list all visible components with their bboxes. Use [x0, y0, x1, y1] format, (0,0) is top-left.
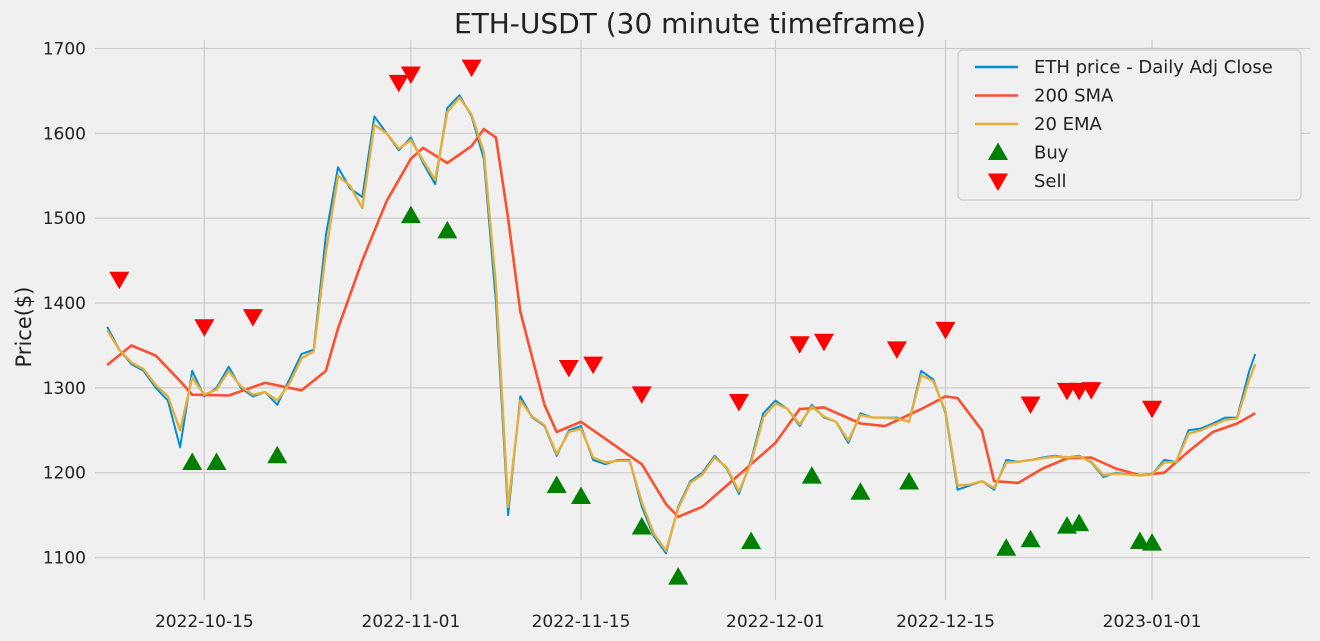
y-tick-label: 1500	[43, 209, 86, 229]
y-tick-label: 1100	[43, 549, 86, 569]
sell-marker	[109, 271, 130, 290]
buy-marker	[437, 220, 458, 239]
x-tick-label: 2022-12-15	[896, 612, 995, 632]
buy-marker	[546, 475, 567, 493]
sell-marker	[1142, 400, 1163, 419]
buy-marker	[571, 486, 591, 504]
buy-marker	[668, 567, 689, 585]
ema-20-line	[106, 96, 1257, 552]
buy-marker	[206, 452, 227, 471]
legend-sma-200-label: 200 SMA	[1034, 86, 1114, 107]
buy-marker	[1020, 529, 1041, 548]
sell-marker	[583, 356, 604, 375]
axis-ticks: 1100 1200 1300 1400 1500 1600 1700 2022-10-15 20…	[43, 39, 1202, 632]
legend-sell-swatch	[988, 173, 1008, 191]
legend-sell-label: Sell	[1034, 171, 1067, 192]
sell-marker	[558, 360, 579, 378]
x-tick-label: 2023-01-01	[1103, 612, 1202, 632]
buy-marker	[1069, 513, 1090, 532]
legend-eth-price-label: ETH price - Daily Adj Close	[1034, 57, 1273, 78]
sell-marker	[1020, 396, 1041, 414]
y-tick-label: 1300	[43, 379, 86, 399]
y-axis-label: Price($)	[12, 287, 36, 368]
sell-marker	[728, 393, 749, 412]
sell-marker	[388, 74, 409, 93]
legend-buy-label: Buy	[1034, 143, 1069, 164]
legend-ema-20-label: 20 EMA	[1034, 114, 1103, 135]
buy-marker	[741, 531, 762, 549]
chart-title: ETH-USDT (30 minute timeframe)	[454, 7, 926, 40]
sell-marker	[242, 309, 263, 327]
sell-marker	[400, 66, 421, 84]
buy-marker	[801, 466, 822, 484]
trade-markers	[109, 59, 1163, 585]
buy-marker	[267, 445, 288, 464]
sma-200-line	[106, 127, 1256, 519]
x-tick-label: 2022-12-01	[726, 612, 825, 632]
sell-marker	[194, 319, 215, 337]
buy-marker	[850, 482, 871, 500]
sell-marker	[935, 321, 956, 340]
y-tick-label: 1200	[43, 464, 86, 484]
sell-marker	[789, 336, 810, 354]
y-tick-label: 1600	[43, 124, 86, 144]
buy-marker	[182, 452, 203, 471]
x-tick-label: 2022-10-15	[155, 612, 254, 632]
buy-marker	[1129, 531, 1150, 549]
y-tick-label: 1400	[43, 294, 86, 314]
legend: ETH price - Daily Adj Close 200 SMA 20 EMA…	[957, 49, 1302, 201]
legend-box	[957, 49, 1302, 201]
sell-marker	[886, 341, 907, 359]
sell-marker	[461, 59, 482, 78]
sell-marker	[1081, 382, 1102, 400]
sell-marker	[1069, 382, 1090, 401]
x-tick-label: 2022-11-01	[362, 612, 461, 632]
sell-marker	[814, 333, 834, 352]
buy-marker	[631, 517, 652, 535]
buy-marker	[899, 472, 920, 490]
buy-marker	[996, 538, 1017, 556]
sell-marker	[631, 386, 652, 404]
legend-buy-swatch	[988, 142, 1008, 160]
y-tick-label: 1700	[43, 39, 86, 59]
buy-marker	[400, 205, 421, 224]
series-lines	[106, 94, 1257, 555]
buy-marker	[1142, 533, 1163, 551]
x-tick-label: 2022-11-15	[532, 612, 631, 632]
